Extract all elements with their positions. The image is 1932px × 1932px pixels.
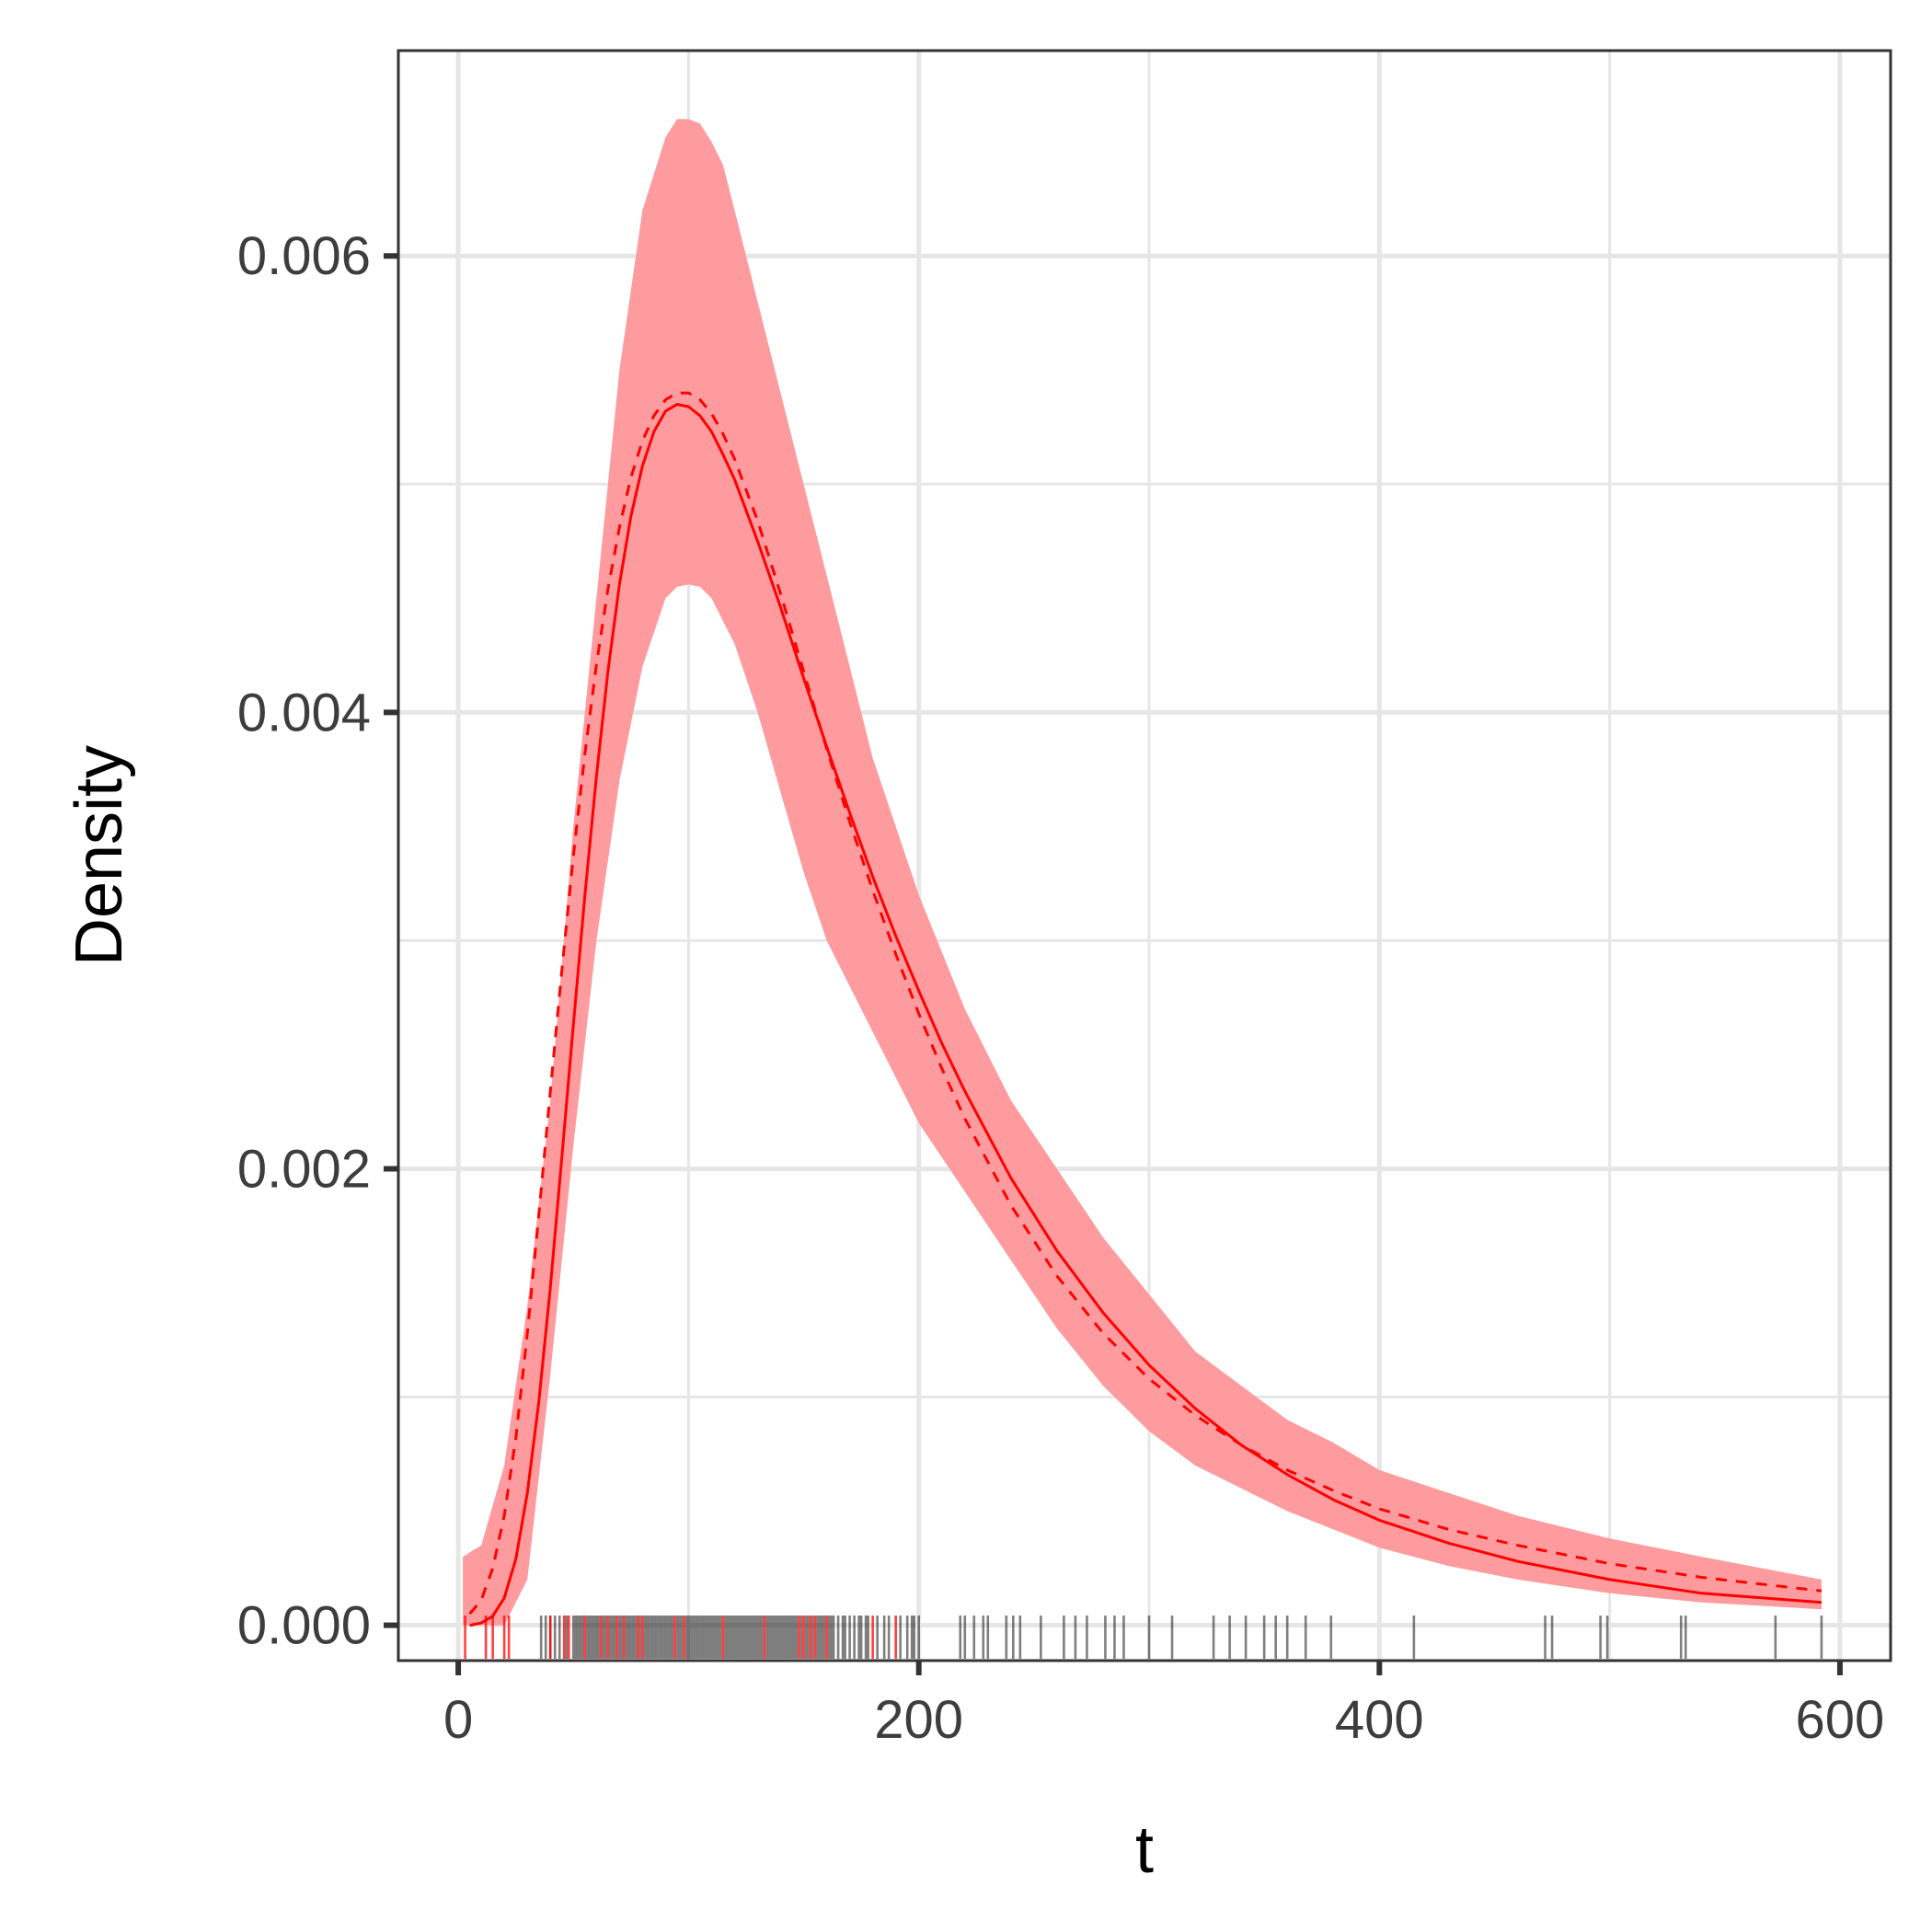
x-axis-tick-labels: 0 200 400 600 xyxy=(443,1690,1884,1750)
y-axis-title: Density xyxy=(63,745,136,966)
dashed-density-line xyxy=(468,391,1823,1616)
x-tick-label: 600 xyxy=(1796,1690,1885,1750)
x-tick-label: 200 xyxy=(874,1690,963,1750)
x-tick-label: 0 xyxy=(443,1690,473,1750)
y-tick-label: 0.002 xyxy=(237,1139,371,1199)
y-tick-label: 0.006 xyxy=(237,226,371,286)
rug-marks-layer xyxy=(464,1616,1823,1659)
x-axis-ticks xyxy=(455,1661,1843,1675)
y-axis-ticks xyxy=(384,253,398,1628)
y-tick-label: 0.004 xyxy=(237,683,371,742)
density-lines-layer xyxy=(468,391,1823,1627)
y-axis-tick-labels: 0.000 0.002 0.004 0.006 xyxy=(237,226,371,1655)
x-axis-title: t xyxy=(1135,1813,1154,1887)
y-tick-label: 0.000 xyxy=(237,1596,371,1656)
x-tick-label: 400 xyxy=(1335,1690,1424,1750)
confidence-band xyxy=(463,119,1822,1626)
panel-border xyxy=(397,49,1892,1662)
confidence-band-layer xyxy=(463,119,1822,1626)
solid-density-line xyxy=(469,403,1823,1627)
